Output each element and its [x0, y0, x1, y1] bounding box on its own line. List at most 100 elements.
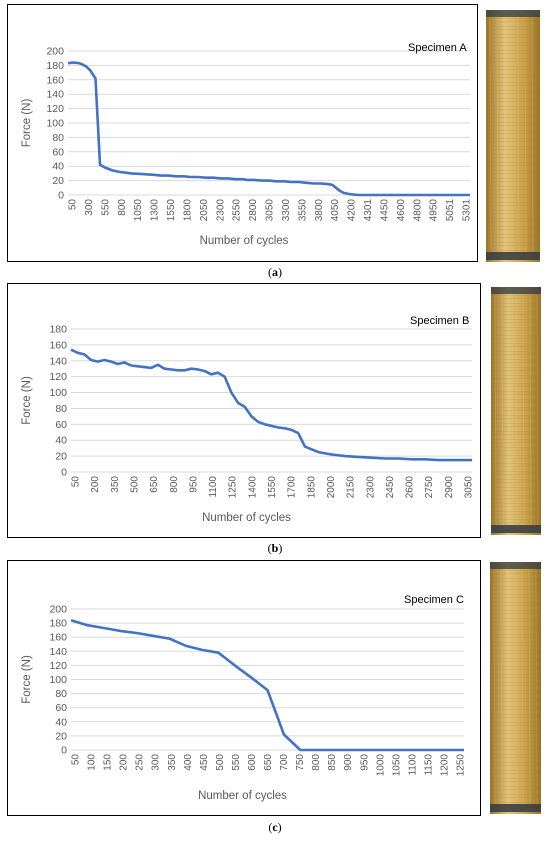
- fiber-line: [491, 414, 541, 417]
- y-tick-label: 0: [61, 467, 67, 479]
- grip-tab-bottom: [486, 252, 540, 260]
- x-tick-label: 1300: [150, 199, 161, 222]
- fiber-line: [486, 84, 540, 87]
- x-tick-label: 50: [68, 199, 79, 211]
- fiber-line: [491, 446, 541, 449]
- fiber-line: [486, 92, 540, 95]
- x-tick-label: 3800: [314, 199, 325, 222]
- fiber-line: [491, 478, 541, 481]
- fiber-line: [491, 422, 541, 425]
- fiber-line: [491, 481, 541, 484]
- specimen-photo-b: [491, 287, 541, 535]
- fiber-line: [486, 121, 540, 124]
- x-tick-label: 450: [199, 754, 210, 771]
- fiber-line: [486, 161, 540, 164]
- y-tick-label: 160: [46, 74, 64, 86]
- fiber-line: [490, 657, 541, 660]
- fiber-line: [491, 494, 541, 497]
- x-axis-title: Number of cycles: [200, 235, 289, 247]
- fiber-line: [490, 692, 541, 695]
- y-tick-label: 140: [49, 355, 67, 367]
- fiber-line: [491, 297, 541, 300]
- fiber-line: [507, 569, 510, 807]
- fiber-line: [486, 129, 540, 132]
- fiber-line: [490, 689, 541, 692]
- fiber-line: [490, 705, 541, 708]
- y-tick-label: 100: [49, 674, 67, 686]
- fiber-line: [491, 473, 541, 476]
- fiber-line: [486, 113, 540, 116]
- y-tick-label: 40: [55, 435, 67, 447]
- fiber-line: [490, 577, 541, 580]
- fiber-line: [515, 294, 518, 528]
- caption-a: (a): [268, 265, 282, 279]
- series-label: Specimen C: [404, 594, 464, 606]
- fiber-line: [486, 153, 540, 156]
- x-tick-label: 1400: [247, 476, 258, 499]
- y-tick-label: 0: [61, 745, 67, 757]
- y-tick-label: 140: [49, 646, 67, 658]
- fiber-line: [528, 569, 531, 807]
- fiber-line: [490, 793, 541, 796]
- fiber-line: [491, 409, 541, 412]
- x-tick-label: 50: [71, 476, 82, 488]
- fiber-line: [486, 89, 540, 92]
- fiber-line: [491, 465, 541, 468]
- x-tick-label: 200: [90, 476, 101, 493]
- x-tick-label: 750: [295, 754, 306, 771]
- fiber-line: [490, 777, 541, 780]
- y-tick-label: 180: [49, 324, 67, 336]
- specimen-body: [491, 287, 541, 535]
- fiber-line: [486, 17, 540, 20]
- fiber-line: [489, 17, 492, 255]
- fiber-line: [490, 628, 541, 631]
- fiber-line: [486, 164, 540, 167]
- y-tick-label: 40: [55, 716, 67, 728]
- fiber-line: [491, 510, 541, 513]
- fiber-line: [490, 796, 541, 799]
- y-tick-label: 80: [52, 132, 64, 144]
- fiber-line: [491, 521, 541, 524]
- fiber-line: [486, 177, 540, 180]
- fiber-line: [491, 454, 541, 457]
- fiber-line: [486, 97, 540, 100]
- grip-tab-top: [490, 562, 541, 569]
- grip-tab-top: [486, 10, 540, 17]
- y-tick-label: 20: [55, 730, 67, 742]
- fiber-line: [490, 625, 541, 628]
- chart-svg-c: 0 20 40 60 80 100 120 140 160 180 200 50 100 150 200 25…: [21, 594, 467, 802]
- fiber-line: [486, 225, 540, 228]
- fiber-line: [490, 684, 541, 687]
- fiber-line: [491, 385, 541, 388]
- x-tick-label: 1550: [267, 476, 278, 499]
- fiber-line: [490, 700, 541, 703]
- series-line: [70, 619, 464, 752]
- x-tick-label: 900: [343, 754, 354, 771]
- x-tick-label: 800: [311, 754, 322, 771]
- x-tick-label: 4450: [379, 199, 390, 222]
- fiber-line: [490, 745, 541, 748]
- y-tick-label: 40: [52, 161, 64, 173]
- x-tick-label: 700: [279, 754, 290, 771]
- x-tick-label: 2800: [248, 199, 259, 222]
- x-tick-label: 2000: [326, 476, 337, 499]
- x-tick-label: 1250: [456, 754, 467, 777]
- fiber-line: [486, 140, 540, 143]
- y-tick-label: 100: [49, 387, 67, 399]
- x-tick-label: 1250: [228, 476, 239, 499]
- fiber-line: [490, 748, 541, 751]
- specimen-body: [490, 562, 541, 814]
- fiber-line: [486, 228, 540, 231]
- fiber-line: [486, 81, 540, 84]
- y-tick-label: 80: [55, 403, 67, 415]
- y-tick-label: 20: [55, 451, 67, 463]
- x-tick-label: 1200: [439, 754, 450, 777]
- fiber-line: [524, 17, 527, 255]
- fiber-line: [491, 390, 541, 393]
- fiber-line: [491, 342, 541, 345]
- y-tick-label: 60: [52, 146, 64, 158]
- x-tick-label: 4050: [330, 199, 341, 222]
- fiber-line: [490, 732, 541, 735]
- grip-tab-bottom: [491, 525, 541, 533]
- fiber-line: [491, 502, 541, 505]
